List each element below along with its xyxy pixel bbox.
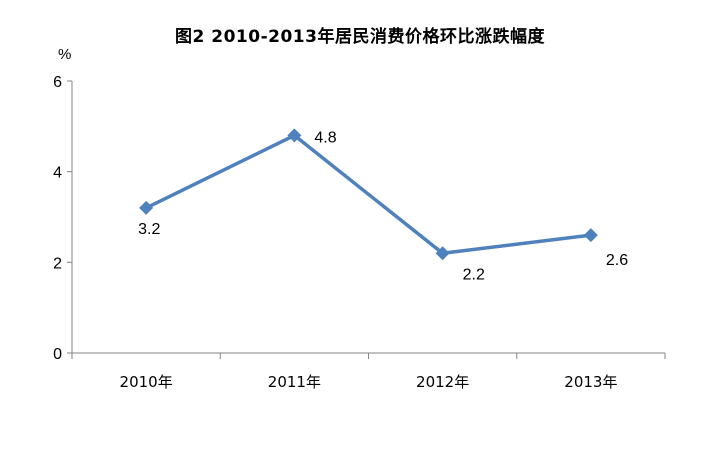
y-tick-label: 6 [53, 74, 62, 91]
data-label: 2.6 [606, 252, 628, 269]
y-tick-label: 2 [53, 255, 62, 272]
data-point [139, 200, 154, 215]
data-point [583, 228, 598, 243]
series-line [145, 133, 592, 256]
x-tick-label: 2012年 [416, 373, 469, 391]
x-tick-label: 2013年 [564, 373, 617, 391]
data-point [287, 128, 302, 143]
chart-title: 图2 2010-2013年居民消费价格环比涨跌幅度 [175, 27, 545, 47]
x-tick-label: 2011年 [268, 373, 321, 391]
y-tick-label: 4 [53, 165, 62, 182]
data-point [435, 246, 450, 261]
data-label: 3.2 [138, 221, 160, 238]
data-label: 4.8 [314, 129, 336, 146]
data-label: 2.2 [463, 266, 485, 283]
x-tick-label: 2010年 [120, 373, 173, 391]
y-axis-label: % [58, 46, 72, 63]
y-tick-label: 0 [53, 346, 62, 363]
